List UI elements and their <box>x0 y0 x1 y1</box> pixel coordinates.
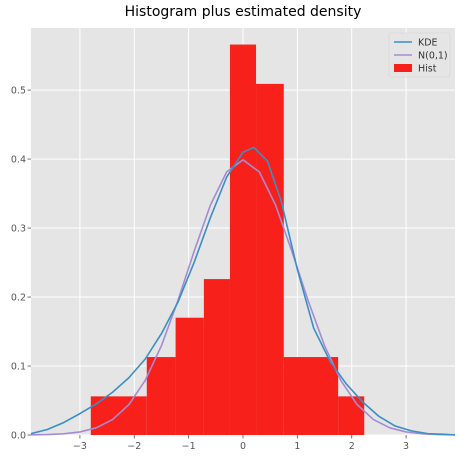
histogram-bar <box>175 317 204 435</box>
histogram-bar <box>229 44 257 435</box>
y-tick-label: 0.0 <box>11 431 26 442</box>
kde-line <box>30 146 456 436</box>
histogram-bars <box>90 44 365 435</box>
histogram-bar <box>146 357 176 435</box>
legend-label: N(0,1) <box>418 51 448 62</box>
histogram-bar <box>203 279 230 435</box>
x-tick-label: 0 <box>240 441 246 452</box>
y-tick-label: 0.4 <box>11 155 26 166</box>
x-axis-ticks: −3 −2 −1 0 1 2 3 <box>73 435 409 452</box>
x-tick-label: −1 <box>182 441 196 452</box>
histogram-bar <box>338 396 365 435</box>
legend-label: Hist <box>418 64 437 75</box>
x-tick-label: −3 <box>73 441 87 452</box>
legend-swatch <box>394 64 412 72</box>
y-tick-label: 0.3 <box>11 224 26 235</box>
y-tick-label: 0.2 <box>11 293 26 304</box>
x-tick-label: 3 <box>403 441 409 452</box>
legend-label: KDE <box>418 38 438 49</box>
chart-title: Histogram plus estimated density <box>125 4 362 20</box>
y-tick-label: 0.5 <box>11 86 26 97</box>
histogram-bar <box>256 83 284 435</box>
x-tick-label: −2 <box>127 441 141 452</box>
y-tick-label: 0.1 <box>11 362 26 373</box>
density-lines <box>30 146 456 436</box>
histogram-bar <box>283 357 339 435</box>
y-axis-ticks: 0.0 0.1 0.2 0.3 0.4 0.5 <box>11 86 31 442</box>
histogram-bar <box>90 396 147 435</box>
x-tick-label: 2 <box>349 441 355 452</box>
x-tick-label: 1 <box>294 441 300 452</box>
normal-density-line <box>30 159 456 436</box>
legend: KDE N(0,1) Hist <box>388 32 451 78</box>
